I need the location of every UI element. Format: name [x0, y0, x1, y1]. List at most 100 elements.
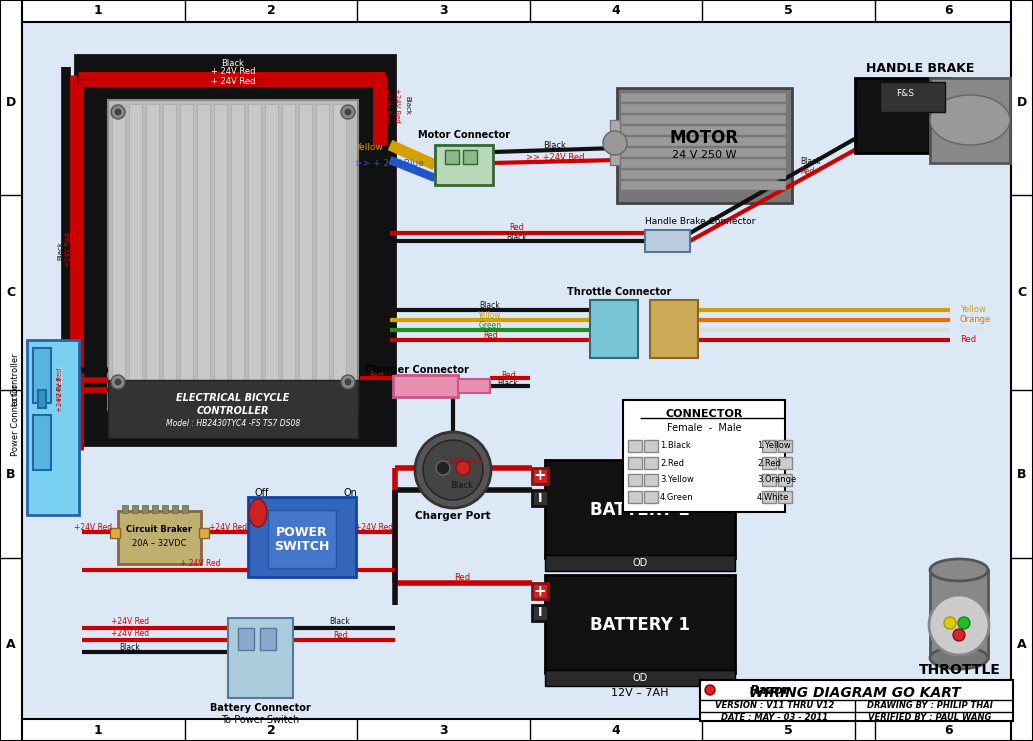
Text: to Controller: to Controller: [11, 353, 21, 406]
Text: 6: 6: [945, 4, 953, 18]
Text: 6: 6: [945, 723, 953, 737]
Text: Battery Connector: Battery Connector: [210, 703, 310, 713]
Text: +24V Red: +24V Red: [65, 233, 71, 268]
Text: B: B: [1018, 468, 1027, 480]
Bar: [112, 104, 125, 404]
Bar: [778, 440, 792, 452]
Text: HANDLE BRAKE: HANDLE BRAKE: [866, 62, 974, 75]
Text: 3: 3: [439, 4, 448, 18]
Bar: [628, 491, 641, 503]
Bar: [617, 88, 792, 203]
Bar: [621, 93, 786, 102]
Bar: [0, 0, 1033, 22]
Text: Red: Red: [501, 370, 515, 379]
Bar: [930, 570, 988, 658]
Bar: [545, 670, 735, 686]
Text: Black: Black: [479, 302, 500, 310]
Bar: [645, 230, 690, 252]
Text: Razor: Razor: [750, 683, 790, 697]
Bar: [316, 104, 328, 404]
Bar: [132, 505, 138, 513]
Text: VERIFIED BY : PAUL WANG: VERIFIED BY : PAUL WANG: [869, 714, 992, 722]
Bar: [248, 104, 261, 404]
Text: Model : HB2430TYC4 -FS TS7 DS08: Model : HB2430TYC4 -FS TS7 DS08: [166, 419, 301, 428]
Text: ELECTRICAL BICYCLE: ELECTRICAL BICYCLE: [177, 393, 289, 403]
Bar: [700, 680, 1013, 721]
Text: Yellow: Yellow: [478, 311, 502, 321]
Text: 20A – 32VDC: 20A – 32VDC: [132, 539, 186, 548]
Bar: [463, 150, 477, 164]
Text: >> + 24V Blue: >> + 24V Blue: [355, 159, 424, 168]
Bar: [282, 104, 295, 404]
Circle shape: [929, 595, 989, 655]
Bar: [628, 440, 641, 452]
Text: +24V Red: +24V Red: [209, 522, 247, 531]
Text: 1.Yellow: 1.Yellow: [757, 442, 790, 451]
Text: +24V Red: +24V Red: [384, 87, 390, 122]
Bar: [762, 440, 776, 452]
Text: +: +: [534, 583, 546, 599]
Text: Charger Port: Charger Port: [415, 511, 491, 521]
Bar: [762, 457, 776, 469]
Text: To Power Switch: To Power Switch: [221, 715, 300, 725]
Text: 4: 4: [612, 723, 621, 737]
Text: THROTTLE: THROTTLE: [919, 663, 1001, 677]
Bar: [545, 460, 735, 558]
Bar: [621, 148, 786, 157]
Bar: [238, 628, 254, 650]
Bar: [628, 474, 641, 486]
Text: Female  -  Male: Female - Male: [666, 423, 742, 433]
Text: +24V Red: +24V Red: [57, 378, 63, 412]
Text: Motor Connector: Motor Connector: [418, 130, 510, 140]
Text: Orange: Orange: [960, 316, 992, 325]
Bar: [1011, 0, 1033, 741]
Bar: [163, 104, 176, 404]
Bar: [545, 575, 735, 673]
Bar: [199, 528, 209, 538]
Bar: [146, 104, 159, 404]
Bar: [260, 628, 276, 650]
Bar: [590, 300, 638, 358]
Text: +: +: [534, 468, 546, 483]
Text: Power Connector: Power Connector: [11, 384, 21, 456]
Text: 3.Yellow: 3.Yellow: [660, 476, 694, 485]
Text: Black: Black: [57, 365, 63, 385]
Text: + 24V Red: + 24V Red: [211, 76, 255, 85]
Bar: [445, 150, 459, 164]
Bar: [545, 555, 735, 571]
Bar: [182, 505, 188, 513]
Circle shape: [958, 617, 970, 629]
Bar: [644, 457, 658, 469]
Bar: [435, 145, 493, 185]
Bar: [762, 491, 776, 503]
Text: Black: Black: [330, 617, 350, 626]
Text: Throttle Connector: Throttle Connector: [567, 287, 671, 297]
Text: Black: Black: [800, 158, 821, 167]
Circle shape: [115, 379, 121, 385]
Text: Black: Black: [506, 233, 528, 242]
Text: +24V Red: +24V Red: [74, 522, 112, 531]
Text: 4.White: 4.White: [757, 493, 789, 502]
Bar: [0, 719, 1033, 741]
Bar: [180, 104, 193, 404]
Bar: [79, 58, 386, 66]
Text: Yellow: Yellow: [355, 144, 383, 153]
Text: 2.Red: 2.Red: [660, 459, 684, 468]
Bar: [33, 348, 51, 403]
Bar: [214, 104, 227, 404]
Text: Red: Red: [482, 331, 497, 341]
Text: C: C: [6, 286, 15, 299]
Text: BATTERY 2: BATTERY 2: [590, 501, 690, 519]
Text: Black: Black: [543, 142, 566, 150]
Ellipse shape: [930, 95, 1010, 145]
Text: B: B: [6, 468, 15, 480]
Text: Red: Red: [369, 370, 383, 379]
Ellipse shape: [930, 559, 988, 581]
Bar: [162, 505, 168, 513]
Circle shape: [345, 379, 351, 385]
Bar: [621, 170, 786, 179]
Text: A: A: [1018, 638, 1027, 651]
Text: 1: 1: [93, 4, 102, 18]
Bar: [27, 340, 79, 515]
Text: Black: Black: [498, 379, 519, 388]
